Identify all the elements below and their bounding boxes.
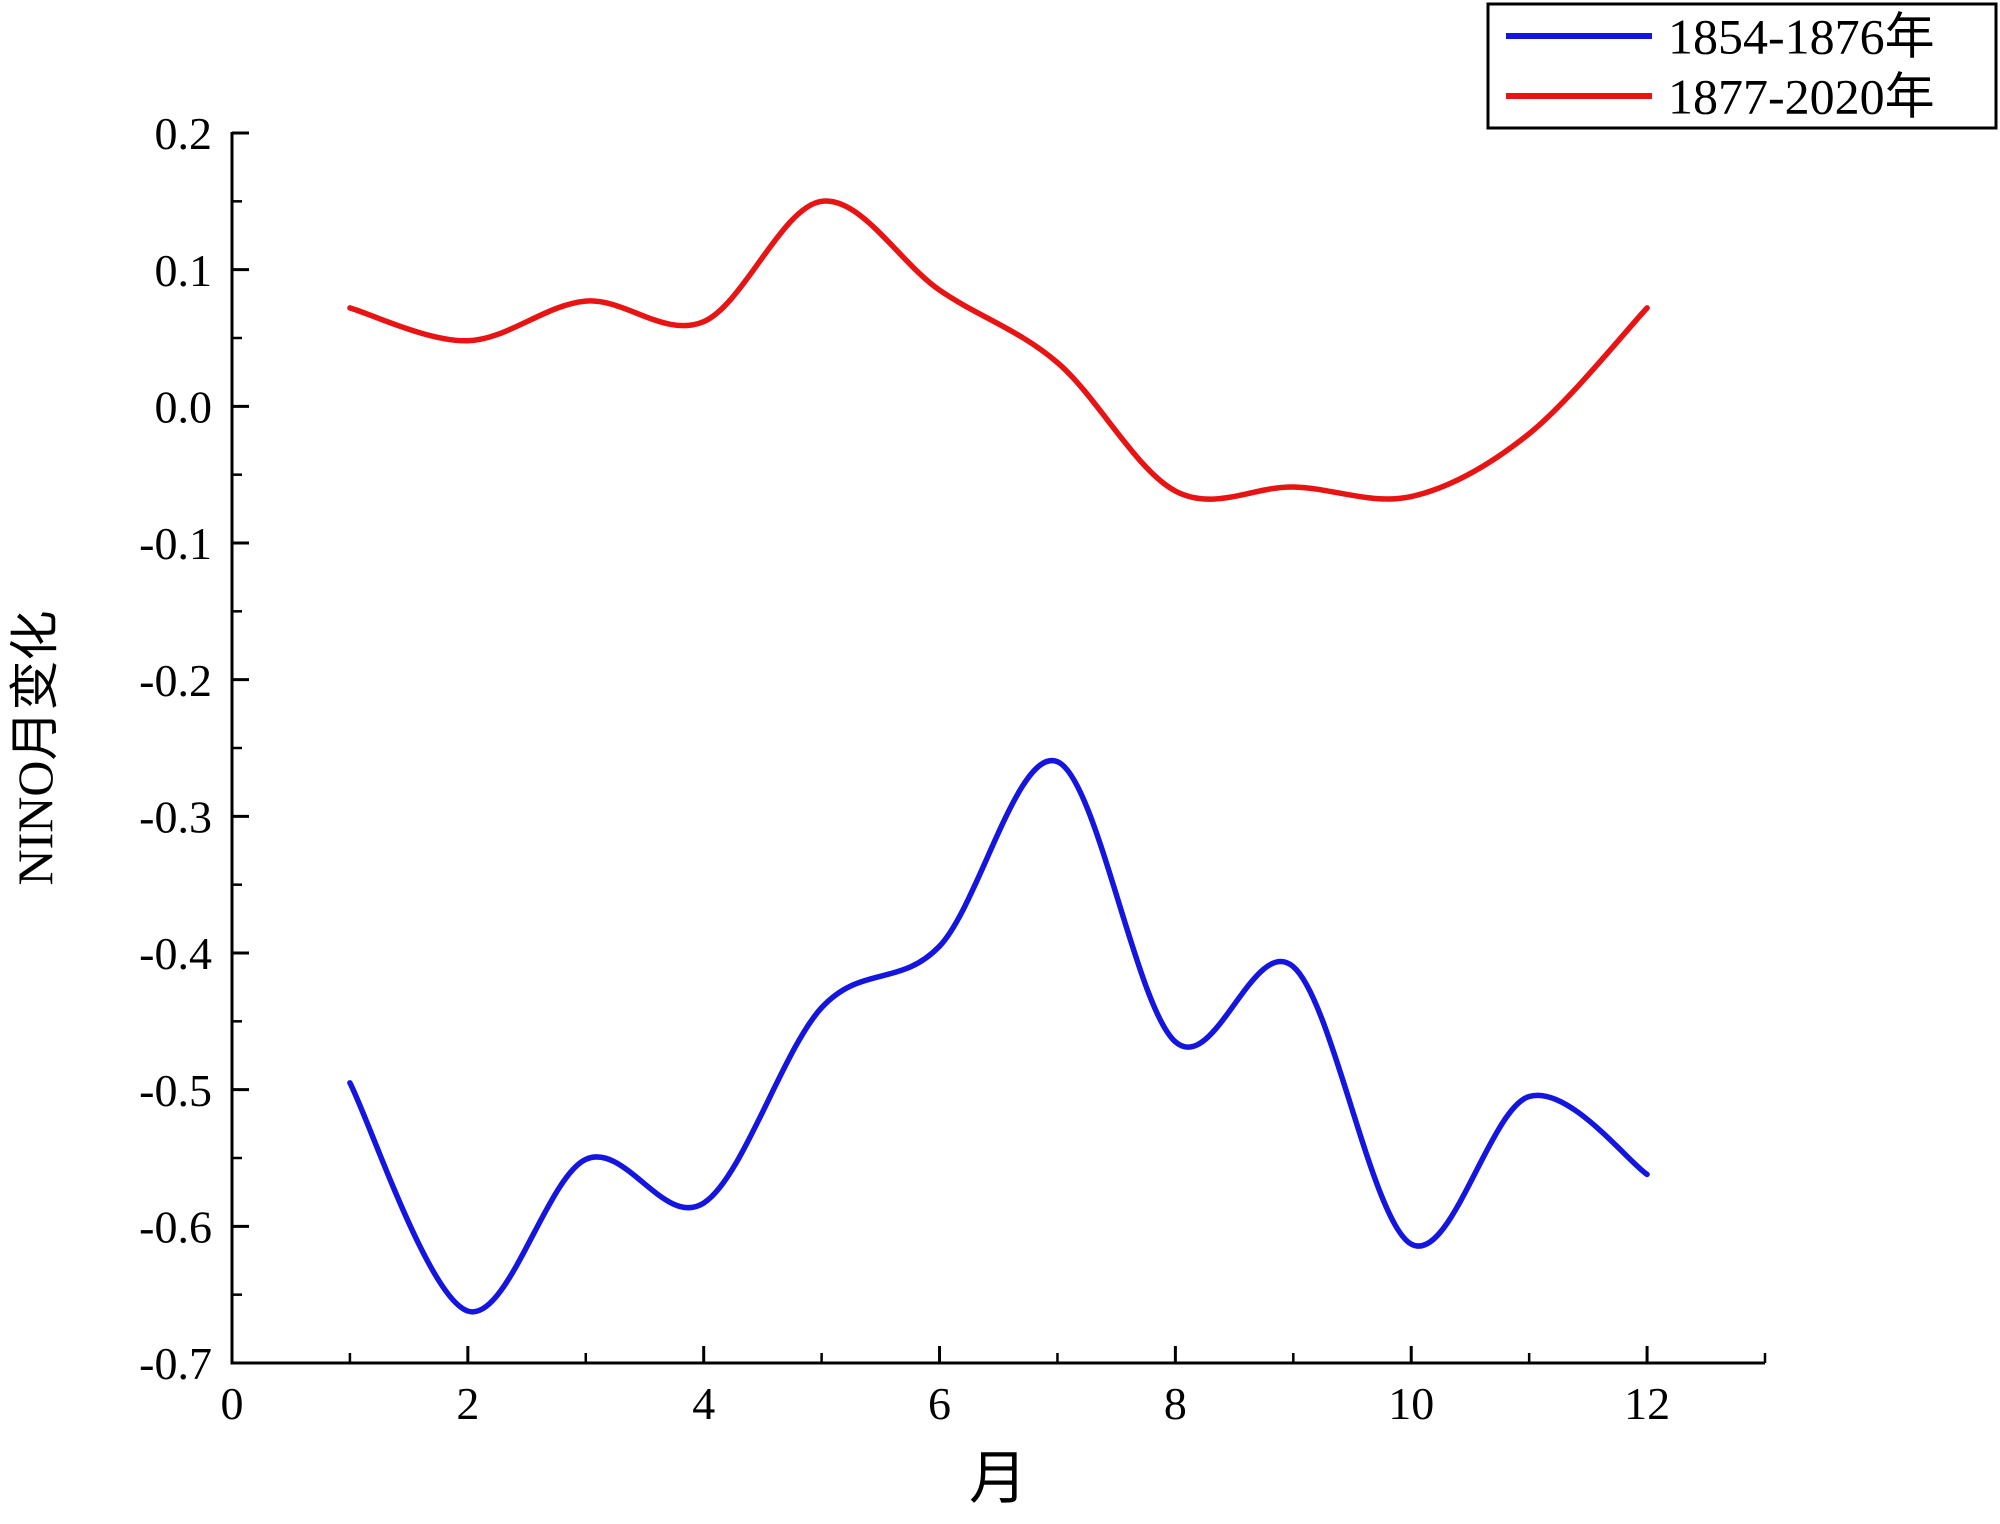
x-tick-label: 2 xyxy=(456,1378,479,1429)
legend-label-series-2: 1877-2020年 xyxy=(1668,69,1935,125)
y-tick-label: 0.0 xyxy=(155,381,213,432)
y-tick-label: 0.2 xyxy=(155,108,213,159)
y-tick-label: -0.6 xyxy=(139,1201,212,1252)
legend: 1854-1876年 1877-2020年 xyxy=(1486,2,1998,130)
y-tick-label: 0.1 xyxy=(155,245,213,296)
y-axis-label: NINO月变化 xyxy=(7,611,63,886)
series-line-2 xyxy=(347,198,1650,502)
y-tick-label: -0.1 xyxy=(139,518,212,569)
x-axis-label: 月 xyxy=(969,1446,1027,1511)
x-tick-label: 12 xyxy=(1624,1378,1670,1429)
y-tick-label: -0.2 xyxy=(139,655,212,706)
series-line-1 xyxy=(347,757,1650,1315)
y-tick-label: -0.3 xyxy=(139,791,212,842)
legend-label-series-1: 1854-1876年 xyxy=(1668,9,1935,65)
y-tick-label: -0.7 xyxy=(139,1338,212,1389)
x-tick-label: 8 xyxy=(1164,1378,1187,1429)
y-tick-label: -0.4 xyxy=(139,928,212,979)
x-tick-label: 0 xyxy=(221,1378,244,1429)
y-tick-label: -0.5 xyxy=(139,1065,212,1116)
plot-area: 0.2 0.1 0.0 -0.1 -0.2 -0.3 -0.4 -0.5 -0.6 -0.70 2 4… xyxy=(139,108,1767,1429)
legend-box xyxy=(1486,2,1998,130)
x-tick-label: 6 xyxy=(928,1378,951,1429)
x-tick-label: 4 xyxy=(692,1378,715,1429)
x-tick-label: 10 xyxy=(1388,1378,1434,1429)
